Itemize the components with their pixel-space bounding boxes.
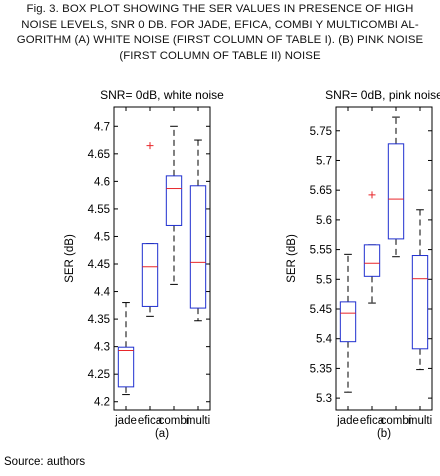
chart-1-efica-box xyxy=(363,244,381,277)
chart-0-ytick-label: 4.6 xyxy=(94,176,110,188)
chart-0-ylabel: SER (dB) xyxy=(64,234,76,283)
chart-0-efica-outlier xyxy=(146,142,154,150)
chart-1-ytick-label: 5.3 xyxy=(316,393,332,405)
chart-1-efica-outlier xyxy=(368,191,376,199)
chart-0-efica-box xyxy=(141,243,159,307)
chart-1-jade-box xyxy=(339,301,357,343)
chart-0-multi-box xyxy=(189,185,207,309)
chart-0-ytick-label: 4.25 xyxy=(88,369,110,381)
chart-0-ytick-label: 4.45 xyxy=(88,259,110,271)
caption-line-4: (FIRST COLUMN OF TABLE II) NOISE xyxy=(119,49,321,62)
chart-1-xtick-label: efica xyxy=(360,415,385,427)
chart-1-ytick-label: 5.7 xyxy=(316,155,332,167)
chart-1-ytick-label: 5.35 xyxy=(310,363,332,375)
chart-1-xtick-label: jade xyxy=(336,415,359,427)
chart-0-ytick-label: 4.3 xyxy=(94,342,110,354)
chart-1-ytick-label: 5.55 xyxy=(310,245,332,257)
caption-line-2: NOISE LEVELS, SNR 0 DB. FOR JADE, EFICA,… xyxy=(21,18,419,31)
chart-0-xtick-label: multi xyxy=(186,415,210,427)
caption-line-3: GORITHM (A) WHITE NOISE (FIRST COLUMN OF… xyxy=(16,34,424,46)
chart-0-axes-frame xyxy=(113,106,211,411)
chart-1-xtick-label: combi xyxy=(381,415,412,427)
chart-0-jade-box xyxy=(117,346,135,388)
chart-1-ytick-label: 5.6 xyxy=(316,215,332,227)
chart-1-xlabel: (b) xyxy=(377,428,391,440)
chart-0-xtick-label: jade xyxy=(114,415,137,427)
chart-0-combi-box xyxy=(165,175,183,226)
chart-0-xtick-label: efica xyxy=(138,415,163,427)
chart-0-ytick-label: 4.4 xyxy=(94,287,111,299)
chart-1-ytick-label: 5.45 xyxy=(310,304,332,316)
chart-1-ytick-label: 5.5 xyxy=(316,274,332,286)
chart-1-xtick-label: multi xyxy=(408,415,432,427)
chart-0-xtick-label: combi xyxy=(159,415,190,427)
caption-line-1: Fig. 3. BOX PLOT SHOWING THE SER VALUES … xyxy=(26,3,414,15)
chart-1-ytick-label: 5.65 xyxy=(310,185,332,197)
chart-1-ylabel: SER (dB) xyxy=(286,234,298,283)
chart-1-combi-box xyxy=(387,143,405,240)
chart-1-ytick-label: 5.75 xyxy=(310,126,332,138)
chart-0-ytick-label: 4.7 xyxy=(94,121,110,133)
chart-0-ytick-label: 4.35 xyxy=(88,314,110,326)
chart-0-ytick-label: 4.65 xyxy=(88,149,110,161)
chart-0-title: SNR= 0dB, white noise xyxy=(100,88,224,102)
chart-1-multi-box xyxy=(411,255,429,350)
source-note: Source: authors xyxy=(4,456,86,468)
chart-1-axes-frame xyxy=(335,106,433,411)
chart-0-ytick-label: 4.2 xyxy=(94,397,110,409)
chart-1-title: SNR= 0dB, pink noise xyxy=(325,88,440,102)
chart-0-ytick-label: 4.5 xyxy=(94,231,110,243)
chart-0-ytick-label: 4.55 xyxy=(88,204,110,216)
chart-1-ytick-label: 5.4 xyxy=(316,334,333,346)
chart-0-xlabel: (a) xyxy=(155,428,169,440)
figure-caption: Fig. 3. BOX PLOT SHOWING THE SER VALUES … xyxy=(0,2,440,64)
